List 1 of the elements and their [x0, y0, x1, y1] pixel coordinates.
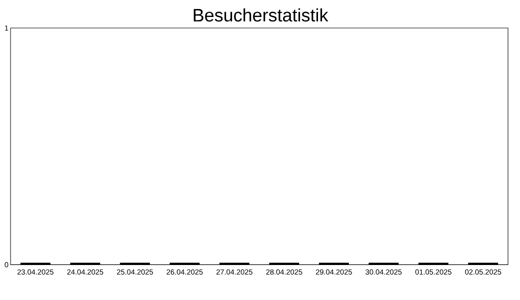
chart-title: Besucherstatistik — [194, 8, 328, 22]
